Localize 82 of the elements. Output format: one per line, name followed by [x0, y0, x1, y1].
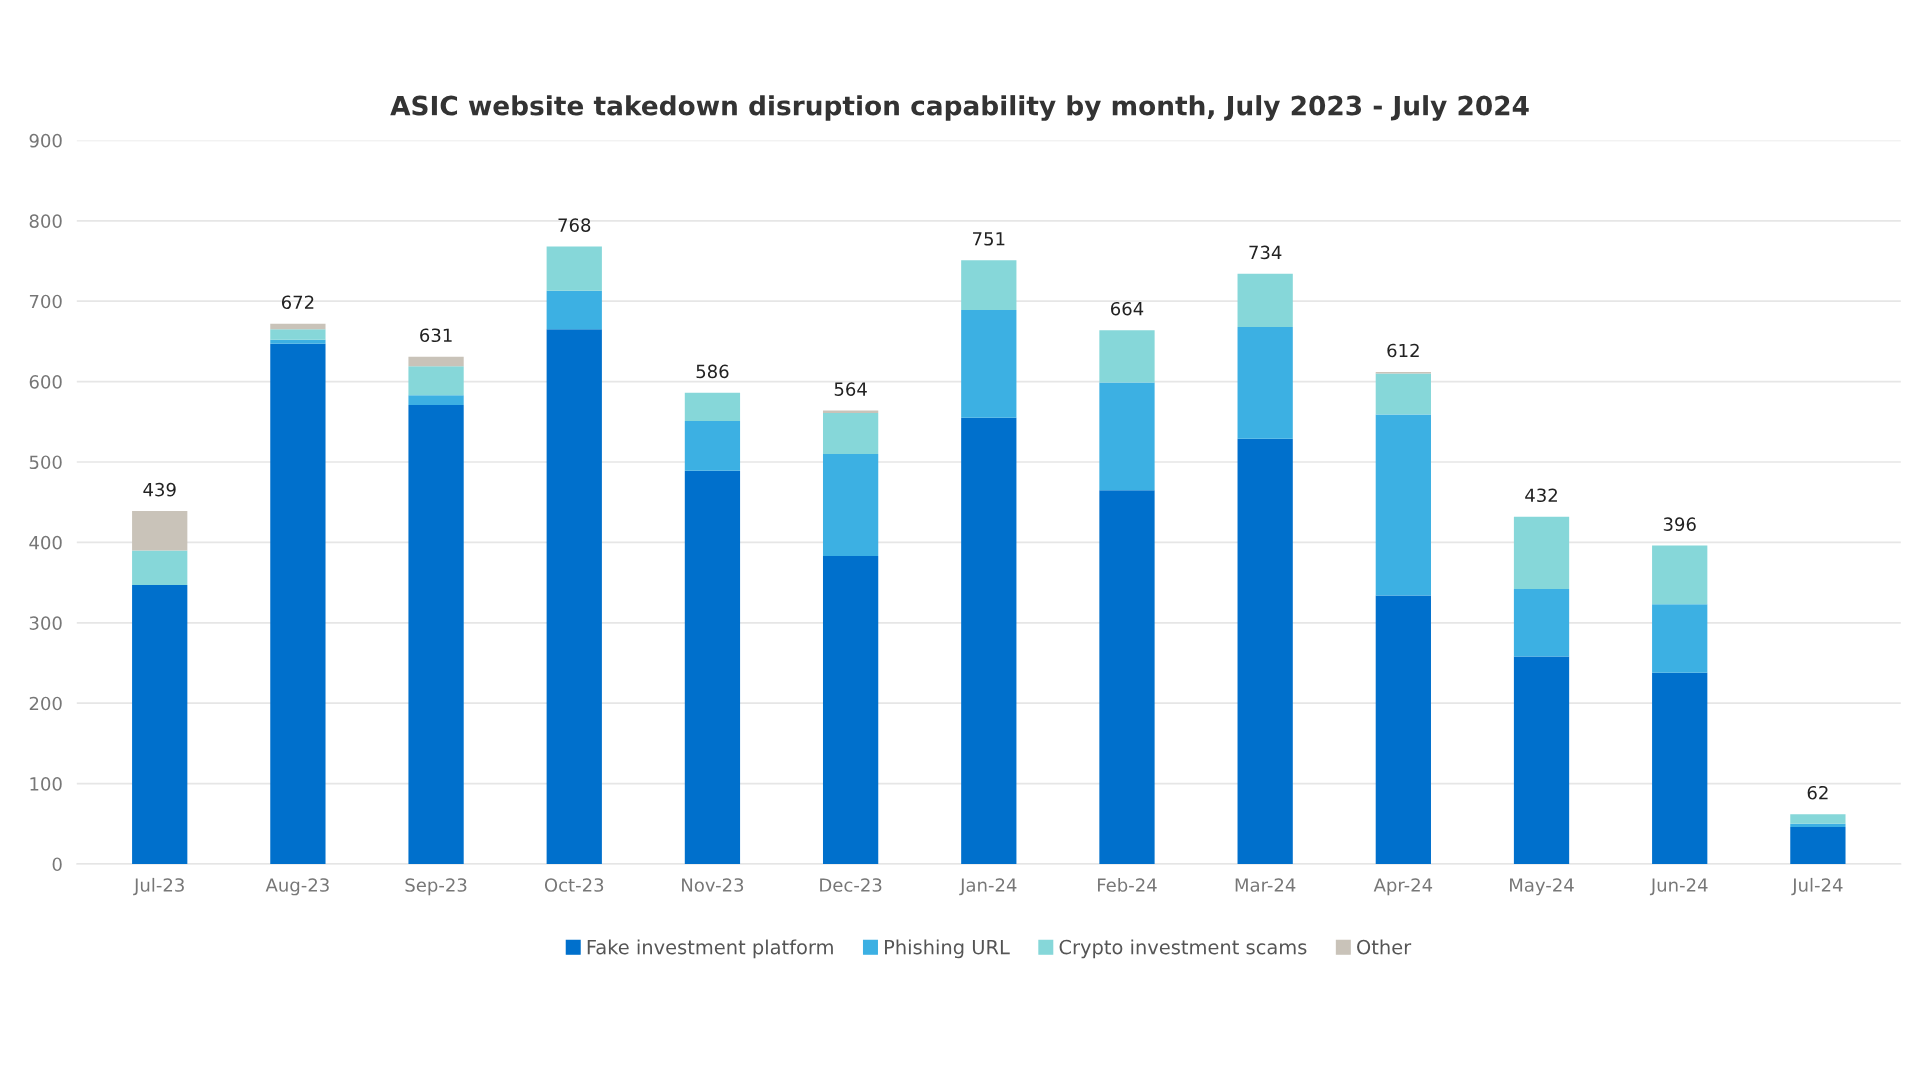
- bar: [1652, 545, 1708, 605]
- legend-label: Fake investment platform: [587, 939, 833, 959]
- bar: [1099, 330, 1155, 383]
- bar: [1513, 656, 1570, 864]
- bar: [684, 470, 741, 864]
- y-tick-label: 700: [29, 294, 62, 309]
- x-tick-label: Dec-23: [820, 878, 882, 892]
- bar: [1099, 490, 1155, 864]
- y-tick-label: 100: [30, 777, 62, 791]
- legend-label: Other: [1357, 939, 1412, 955]
- bar: [1790, 814, 1846, 824]
- total-label: 612: [1387, 343, 1419, 358]
- chart-title: ASIC website takedown disruption capability by month, July 2023 - July 2024: [390, 95, 1529, 121]
- bar: [961, 310, 1017, 418]
- total-label: 664: [1111, 301, 1144, 316]
- y-tick-label: 300: [29, 616, 62, 630]
- bar: [546, 246, 602, 291]
- total-label: 672: [281, 295, 314, 310]
- x-tick-label: Jul-23: [133, 877, 184, 896]
- bar: [270, 329, 326, 340]
- bar: [961, 417, 1017, 864]
- bar: [822, 556, 879, 864]
- total-label: 734: [1249, 245, 1282, 260]
- bar: [1237, 326, 1293, 439]
- bar: [1513, 516, 1570, 590]
- x-tick-label: Jan-24: [959, 878, 1017, 896]
- bar: [270, 343, 326, 864]
- bar: [684, 392, 741, 421]
- bar: [822, 453, 879, 557]
- x-tick-label: Nov-23: [682, 878, 744, 892]
- bar: [684, 421, 741, 471]
- bar: [1375, 373, 1431, 415]
- bar: [1513, 589, 1570, 657]
- bar: [408, 356, 464, 367]
- bar: [1099, 382, 1155, 491]
- y-tick-label: 500: [29, 455, 62, 470]
- total-label: 751: [973, 232, 1005, 246]
- bar: [1237, 438, 1293, 864]
- total-label: 564: [834, 382, 867, 396]
- bar: [408, 395, 464, 405]
- bar: [1375, 595, 1431, 864]
- x-tick-label: May-24: [1510, 878, 1574, 896]
- y-tick-label: 0: [52, 857, 62, 872]
- y-tick-label: 800: [29, 214, 62, 228]
- total-label: 396: [1663, 517, 1696, 532]
- x-tick-label: Oct-23: [544, 878, 604, 892]
- total-label: 432: [1525, 488, 1557, 503]
- x-tick-label: Aug-23: [265, 878, 329, 896]
- bar: [270, 323, 326, 330]
- bar: [1790, 827, 1846, 864]
- bar: [546, 290, 602, 330]
- total-label: 439: [143, 482, 176, 497]
- bar: [270, 339, 326, 344]
- total-label: 586: [696, 364, 729, 379]
- total-label: 631: [420, 328, 452, 343]
- x-tick-label: Jul-24: [1791, 877, 1843, 896]
- bar: [1652, 604, 1708, 673]
- bar: [961, 260, 1017, 311]
- bar: [1652, 672, 1708, 864]
- x-tick-label: Jun-24: [1649, 878, 1708, 896]
- bar: [132, 585, 188, 864]
- bar: [408, 404, 464, 864]
- bar: [132, 550, 188, 586]
- y-tick-label: 600: [29, 375, 62, 389]
- legend-label: Crypto investment scams: [1059, 939, 1307, 959]
- legend-label: Phishing URL: [885, 939, 1010, 959]
- bar: [132, 511, 188, 551]
- y-tick-label: 200: [29, 696, 62, 711]
- bar: [546, 329, 602, 864]
- x-tick-label: Mar-24: [1235, 878, 1296, 892]
- x-tick-label: Feb-24: [1098, 877, 1157, 892]
- x-tick-label: Apr-24: [1373, 878, 1433, 896]
- bar: [822, 412, 879, 454]
- x-tick-label: Sep-23: [405, 878, 467, 896]
- bar: [408, 366, 464, 396]
- bar: [1375, 414, 1431, 596]
- bar: [1237, 273, 1293, 327]
- total-label: 768: [558, 218, 591, 232]
- y-tick-label: 400: [29, 535, 62, 550]
- bar: [1790, 823, 1846, 828]
- y-tick-label: 900: [29, 133, 62, 148]
- total-label: 62: [1807, 785, 1828, 800]
